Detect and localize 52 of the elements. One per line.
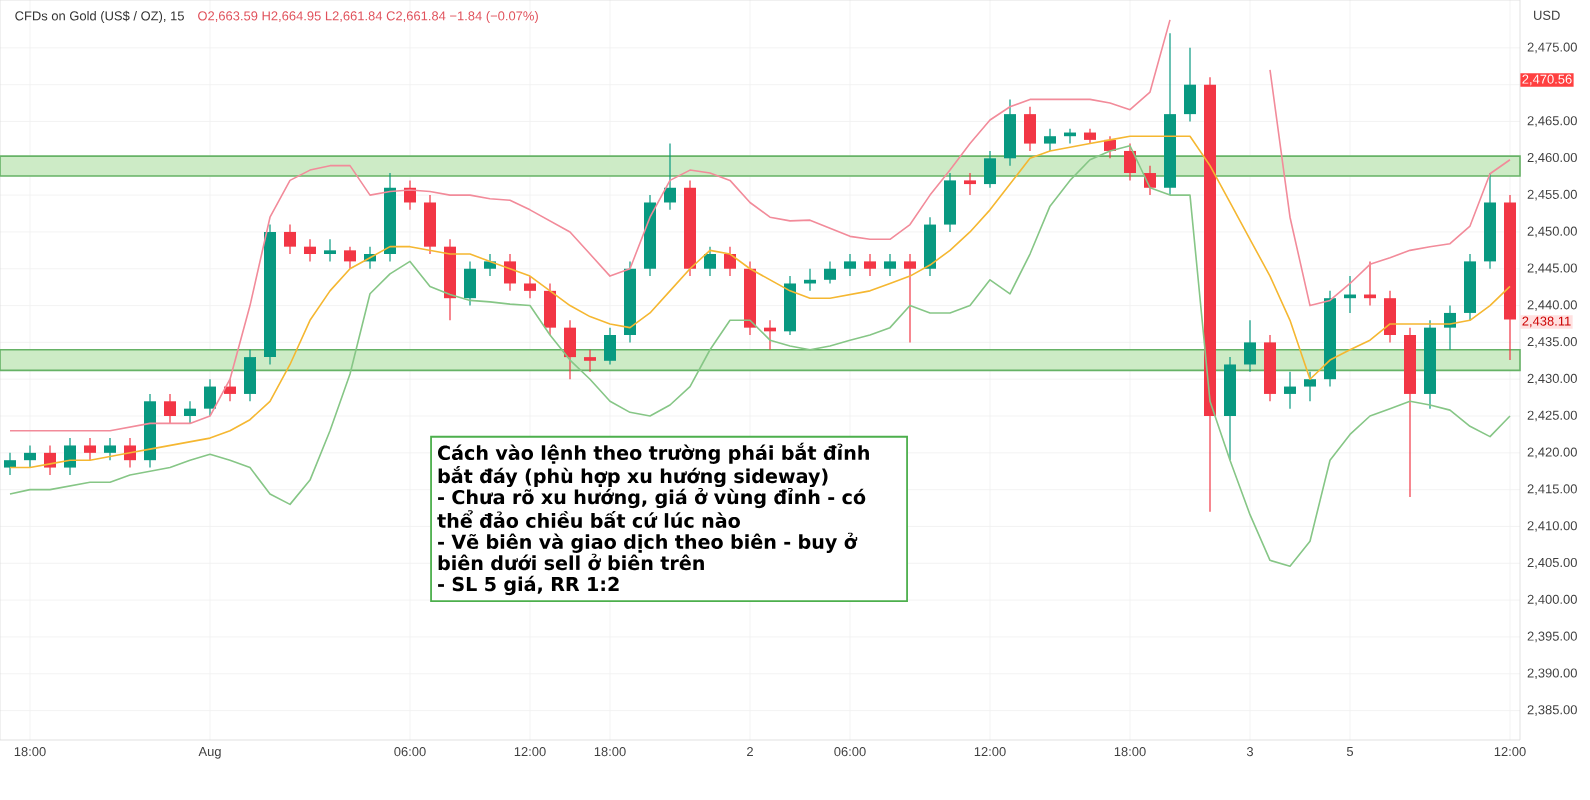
candlestick [544,282,556,336]
candlestick [1024,106,1036,152]
candlestick [504,253,516,292]
candlestick [524,275,536,299]
candlestick [324,238,336,262]
candlestick [44,444,56,476]
candlestick [964,172,976,196]
candlestick [704,246,716,277]
candlestick [904,253,916,343]
annotation: - SL 5 giá, RR 1:2 [438,575,619,596]
candlestick [1284,371,1296,410]
candlestick [84,437,96,461]
candlestick [204,378,216,417]
candlestick [884,253,896,277]
annotation: - Vẽ biên và giao dịch theo biên - buy ở biên dưới sell ở biên trên [438,532,858,571]
candlestick [564,319,576,380]
candlestick [1444,304,1456,351]
candlestick [224,378,236,402]
candlestick [24,444,36,469]
candlestick [604,327,616,366]
candlestick [64,437,76,476]
candlestick [1304,371,1316,402]
candlestick [1244,319,1256,373]
candlestick [1384,290,1396,343]
candlestick [944,172,956,233]
candlestick [104,437,116,461]
candlestick [724,246,736,277]
candlestick [824,260,836,285]
candlestick [464,260,476,307]
candlestick [664,142,676,211]
candlestick [924,216,936,277]
candlestick [864,253,876,277]
annotation: - Chưa rõ xu hướng, giá ở vùng đỉnh - có thể đảo chiều bất cứ lúc nào [437,487,866,528]
candlestick [1124,142,1136,181]
candlestick [284,223,296,255]
candlestick [244,349,256,402]
candlestick [484,253,496,277]
annotation: Cách vào lệnh theo trường phái bắt đỉnh bắt đáy (phù hợp xu hướng sideway) [438,442,869,488]
candlestick [184,400,196,424]
candlestick [1184,47,1196,123]
candlestick [424,194,436,255]
candlestick [784,275,796,336]
candlestick [844,253,856,277]
candlestick [4,452,16,476]
candlestick [304,238,316,262]
candlestick [344,246,356,270]
candlestick [584,349,596,373]
candlestick [124,437,136,469]
candlestick [1044,128,1056,152]
candlestick [984,150,996,189]
candlestick [1004,98,1016,167]
candlestick [164,393,176,424]
